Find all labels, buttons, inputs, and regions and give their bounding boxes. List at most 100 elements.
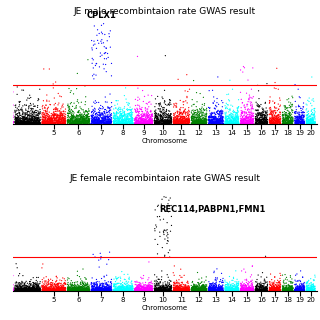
Point [56,120,61,125]
Point [74,287,79,292]
Point [185,118,190,124]
Point [228,117,233,123]
Point [0,288,5,293]
Point [213,103,218,108]
Point [34,121,39,126]
Point [104,285,109,290]
Point [226,120,231,125]
Point [20,120,25,125]
Point [145,286,150,291]
Point [276,118,282,123]
Point [283,121,288,126]
Point [190,120,195,125]
Point [150,119,155,124]
Point [28,284,33,289]
Point [140,109,145,114]
Point [251,120,256,125]
Point [245,77,251,83]
Point [195,114,200,119]
Point [223,289,228,294]
Point [163,284,168,289]
Point [276,288,281,293]
Point [294,287,299,292]
Point [276,120,282,125]
Point [162,286,167,292]
Point [273,119,278,124]
Point [97,286,102,292]
Point [204,121,209,126]
Point [125,114,130,119]
Point [47,120,52,125]
Point [246,120,251,125]
Point [271,288,276,293]
Point [56,288,61,293]
Point [103,121,108,126]
Point [168,284,173,289]
Point [193,287,198,292]
Point [94,288,99,293]
Point [24,121,29,126]
Point [219,287,224,292]
Point [254,289,260,294]
Point [133,287,138,292]
Point [60,287,65,292]
Point [0,119,1,124]
Point [155,283,160,288]
Point [0,108,2,113]
Point [312,120,317,125]
Point [146,284,151,289]
Point [89,109,94,114]
Point [153,288,158,293]
Point [125,285,131,291]
Point [14,286,19,291]
Point [112,116,117,121]
Point [306,117,311,123]
Point [53,107,59,112]
Point [120,108,125,113]
Point [43,289,48,294]
Point [106,288,111,293]
Point [75,121,80,126]
Point [42,285,47,291]
Point [0,287,2,292]
Point [82,284,87,290]
Point [181,120,186,125]
Point [0,121,3,126]
Point [304,118,309,123]
Point [63,117,68,123]
Point [196,119,201,124]
Point [257,118,262,123]
Point [171,288,176,293]
Point [251,288,256,293]
Point [295,286,300,292]
Point [283,272,288,277]
Point [253,289,259,294]
Point [301,283,306,288]
Point [76,284,81,290]
Point [130,288,135,293]
Point [226,287,231,292]
Point [0,287,4,292]
Point [248,287,253,292]
Point [293,111,298,116]
Point [100,287,105,292]
Point [213,114,218,119]
Point [295,120,300,125]
Point [68,289,74,294]
Point [248,119,253,124]
Point [257,288,262,293]
Point [190,288,195,293]
Point [100,288,105,293]
Point [58,110,63,115]
Point [226,289,231,294]
Point [218,287,223,292]
Point [14,283,20,288]
Point [69,278,74,283]
Point [180,120,185,125]
Point [206,120,212,125]
Point [220,288,225,293]
Point [270,119,275,124]
Point [112,103,117,108]
Point [295,284,300,289]
Point [154,119,159,124]
